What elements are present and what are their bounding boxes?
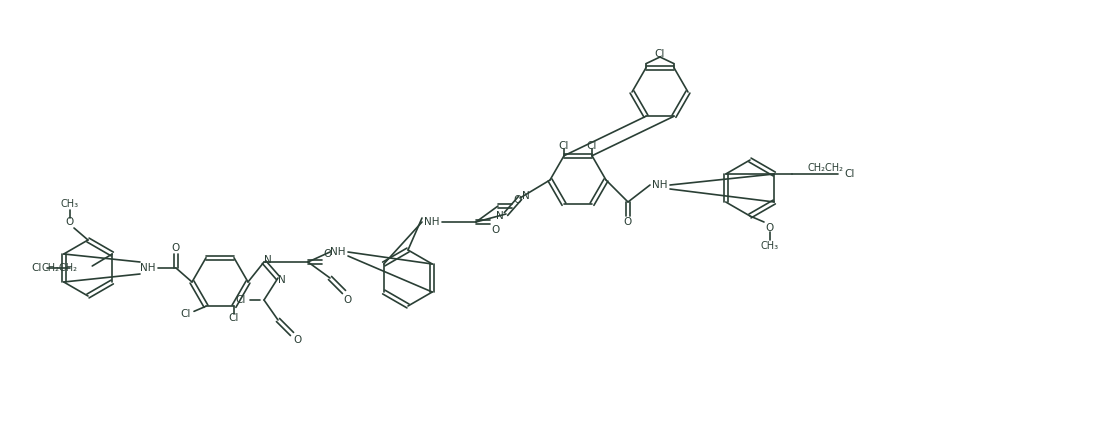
Text: O: O	[513, 195, 522, 205]
Text: CH₃: CH₃	[761, 241, 779, 251]
Text: NH: NH	[425, 217, 440, 227]
Text: Cl: Cl	[587, 141, 597, 151]
Text: CH₂CH₂: CH₂CH₂	[808, 163, 844, 173]
Text: N: N	[264, 255, 272, 265]
Text: CH₂CH₂: CH₂CH₂	[42, 263, 77, 273]
Text: O: O	[624, 217, 632, 227]
Text: Cl: Cl	[32, 263, 43, 273]
Text: N: N	[278, 275, 285, 285]
Text: O: O	[343, 295, 352, 305]
Text: NH: NH	[330, 247, 346, 257]
Text: O: O	[324, 249, 332, 259]
Text: Cl: Cl	[844, 169, 855, 179]
Text: O: O	[766, 223, 774, 233]
Text: NH: NH	[653, 180, 668, 190]
Text: CH₃: CH₃	[61, 199, 79, 209]
Text: O: O	[294, 335, 302, 345]
Text: Cl: Cl	[236, 295, 246, 305]
Text: O: O	[66, 217, 75, 227]
Text: Cl: Cl	[558, 141, 569, 151]
Text: NH: NH	[140, 263, 156, 273]
Text: Cl: Cl	[229, 313, 239, 324]
Text: O: O	[172, 243, 180, 253]
Text: Cl: Cl	[181, 310, 191, 319]
Text: O: O	[491, 225, 500, 235]
Text: N: N	[496, 211, 504, 221]
Text: N: N	[522, 191, 530, 201]
Text: Cl: Cl	[655, 49, 665, 59]
